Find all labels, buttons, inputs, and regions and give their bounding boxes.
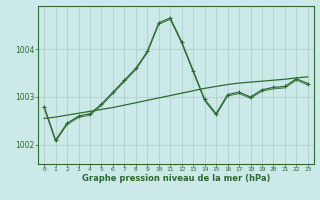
X-axis label: Graphe pression niveau de la mer (hPa): Graphe pression niveau de la mer (hPa)	[82, 174, 270, 183]
